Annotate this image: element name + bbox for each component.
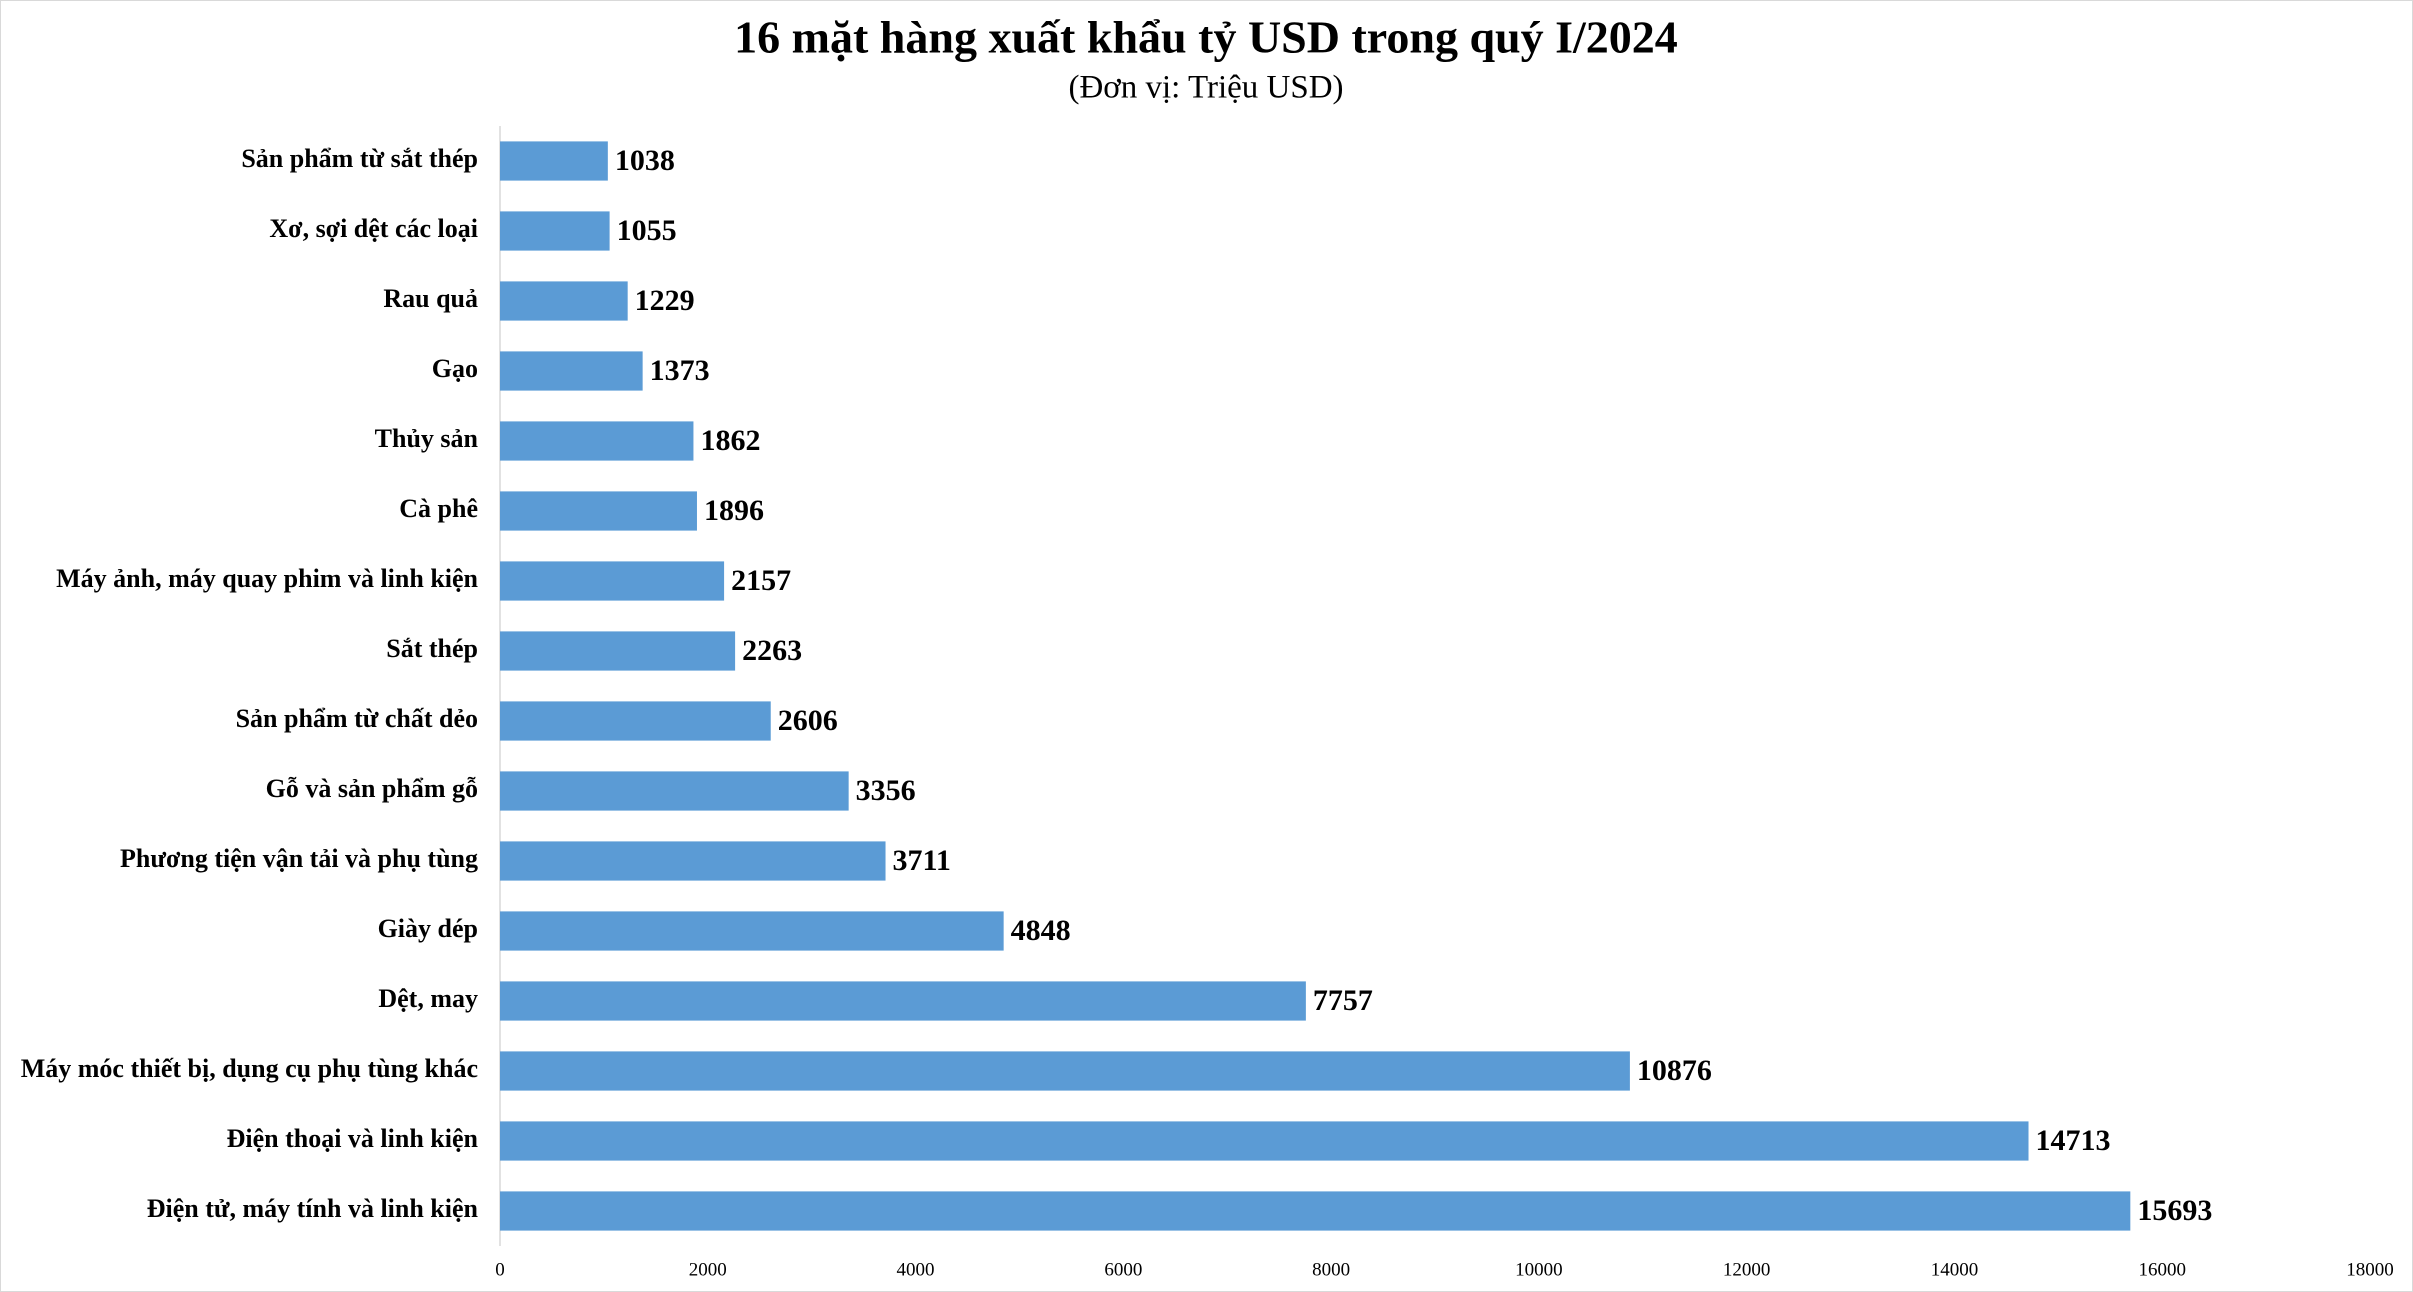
bar [500, 491, 697, 531]
bar [500, 911, 1004, 951]
value-label: 2263 [742, 634, 802, 667]
y-tick-label: Gỗ và sản phẩm gỗ [266, 774, 478, 803]
value-label: 1862 [700, 424, 760, 457]
y-tick-label: Máy móc thiết bị, dụng cụ phụ tùng khác [21, 1054, 478, 1083]
x-tick-label: 6000 [1104, 1259, 1142, 1280]
value-label: 2157 [731, 564, 791, 597]
y-tick-label: Máy ảnh, máy quay phim và linh kiện [56, 564, 478, 593]
x-tick-label: 12000 [1723, 1259, 1771, 1280]
y-tick-label: Điện tử, máy tính và linh kiện [147, 1194, 479, 1223]
value-label: 1373 [650, 354, 710, 387]
value-label: 1229 [635, 284, 695, 317]
y-tick-label: Xơ, sợi dệt các loại [269, 214, 478, 243]
x-tick-label: 10000 [1515, 1259, 1563, 1280]
x-tick-label: 0 [495, 1259, 505, 1280]
value-label: 10876 [1637, 1054, 1712, 1087]
value-label: 3356 [856, 774, 916, 807]
y-tick-label: Thủy sản [375, 424, 479, 453]
chart-title: 16 mặt hàng xuất khẩu tỷ USD trong quý I… [734, 12, 1678, 63]
bar [500, 561, 725, 601]
y-tick-label: Rau quả [383, 284, 478, 313]
bar [500, 281, 628, 321]
bar [500, 141, 608, 181]
y-tick-label: Sắt thép [386, 634, 478, 663]
y-tick-label: Phương tiện vận tải và phụ tùng [120, 844, 478, 873]
y-tick-label: Điện thoại và linh kiện [227, 1124, 479, 1153]
bar [500, 211, 610, 251]
y-tick-label: Sản phẩm từ sắt thép [241, 144, 478, 173]
x-tick-label: 18000 [2346, 1259, 2394, 1280]
value-label: 15693 [2137, 1194, 2212, 1227]
value-label: 2606 [778, 704, 838, 737]
bar [500, 421, 694, 461]
value-label: 14713 [2036, 1124, 2111, 1157]
x-tick-label: 16000 [2138, 1259, 2186, 1280]
bar [500, 351, 643, 391]
value-label: 7757 [1313, 984, 1373, 1017]
x-tick-label: 14000 [1931, 1259, 1979, 1280]
bar [500, 1191, 2131, 1231]
y-tick-label: Giày dép [378, 914, 478, 943]
value-label: 3711 [893, 844, 951, 877]
bar [500, 1051, 1630, 1091]
y-tick-label: Sản phẩm từ chất dẻo [236, 704, 478, 733]
value-label: 1896 [704, 494, 764, 527]
x-tick-label: 2000 [689, 1259, 727, 1280]
bar [500, 981, 1306, 1021]
y-tick-label: Gạo [432, 354, 478, 383]
bar [500, 701, 771, 741]
x-tick-label: 4000 [897, 1259, 935, 1280]
bar [500, 771, 849, 811]
chart-subtitle: (Đơn vị: Triệu USD) [1068, 70, 1343, 106]
value-label: 1055 [617, 214, 677, 247]
value-label: 4848 [1011, 914, 1071, 947]
y-tick-label: Dệt, may [378, 984, 478, 1013]
bar [500, 631, 736, 671]
bar [500, 841, 886, 881]
x-tick-label: 8000 [1312, 1259, 1350, 1280]
bar [500, 1121, 2029, 1161]
value-label: 1038 [615, 144, 675, 177]
y-tick-label: Cà phê [399, 494, 478, 523]
